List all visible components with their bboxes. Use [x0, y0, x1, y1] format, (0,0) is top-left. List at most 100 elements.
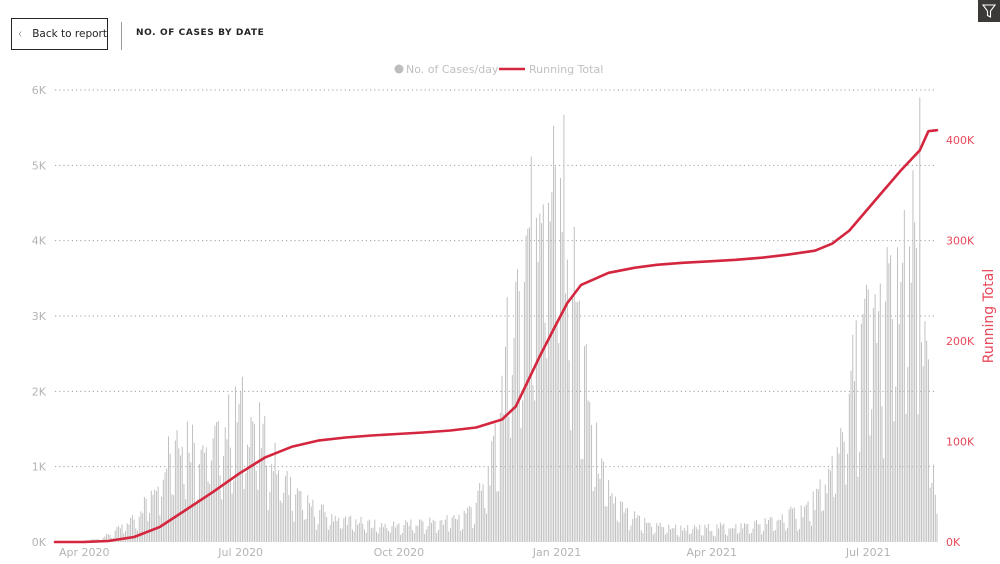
bar: [934, 494, 936, 542]
bar: [759, 524, 761, 542]
bar: [228, 394, 230, 542]
bar: [917, 414, 919, 542]
bar: [615, 496, 616, 542]
bar: [742, 528, 744, 542]
bar: [874, 294, 876, 542]
bar: [494, 423, 496, 542]
bar: [907, 367, 909, 542]
bar: [121, 524, 123, 542]
bar: [295, 494, 297, 542]
bar: [468, 506, 470, 542]
bar: [578, 300, 580, 542]
bar: [752, 528, 754, 542]
bar: [300, 491, 302, 542]
bar: [816, 488, 818, 542]
bar: [589, 402, 591, 542]
bar: [692, 529, 694, 542]
bar: [150, 490, 152, 542]
bar: [537, 262, 539, 542]
bar: [336, 520, 338, 542]
bar: [496, 491, 498, 542]
bar: [451, 517, 453, 542]
bar: [331, 514, 333, 542]
bar: [687, 525, 689, 542]
bar: [305, 519, 307, 542]
bar: [676, 534, 678, 542]
bar: [360, 516, 362, 542]
bar: [152, 494, 154, 542]
bar: [365, 532, 367, 542]
bar: [180, 455, 181, 542]
bar: [850, 370, 852, 542]
back-to-report-button[interactable]: Back to report: [11, 18, 108, 50]
bar: [125, 531, 126, 542]
grid-lines: [55, 89, 937, 468]
bar: [377, 533, 379, 542]
bar: [465, 513, 467, 542]
bar: [675, 524, 677, 542]
bar: [635, 517, 637, 542]
bar: [345, 516, 347, 542]
bar: [647, 522, 649, 542]
bar: [260, 448, 262, 542]
bar: [769, 516, 771, 542]
bar: [155, 491, 157, 542]
bar: [682, 530, 684, 542]
bar: [267, 509, 269, 542]
bar: [221, 499, 223, 542]
bar: [405, 520, 407, 542]
bar: [883, 458, 885, 542]
bar: [210, 460, 212, 542]
bar: [541, 223, 543, 542]
bar: [561, 232, 563, 542]
bar: [425, 529, 427, 542]
bar: [750, 532, 752, 542]
bar: [202, 445, 204, 542]
bar: [862, 314, 864, 542]
bar: [594, 486, 596, 542]
bar: [396, 524, 398, 542]
bar: [376, 531, 377, 542]
bar: [608, 479, 610, 542]
bar: [601, 458, 603, 542]
bar: [453, 514, 455, 542]
bar: [604, 506, 606, 542]
bar: [491, 441, 493, 542]
bar: [900, 281, 902, 542]
bar: [792, 508, 794, 542]
bar: [718, 528, 720, 542]
bar: [486, 513, 488, 542]
bar: [568, 360, 570, 542]
bar: [308, 503, 310, 542]
bar: [716, 524, 718, 542]
bar: [821, 511, 823, 542]
filter-icon: [981, 4, 997, 18]
bar: [606, 506, 608, 542]
x-tick-label: Oct 2020: [374, 546, 425, 559]
bar: [422, 521, 424, 542]
bar: [824, 484, 826, 542]
bar: [840, 428, 842, 542]
bar: [511, 375, 513, 542]
bar: [535, 217, 537, 542]
bar: [247, 444, 249, 542]
bar: [284, 476, 286, 542]
bar: [685, 530, 687, 542]
bar: [743, 523, 745, 542]
filter-button[interactable]: [978, 0, 1000, 22]
bar: [286, 471, 288, 542]
bar: [181, 446, 183, 542]
bar: [226, 439, 228, 542]
bar: [773, 531, 775, 542]
bar: [654, 532, 656, 542]
bar: [527, 228, 529, 542]
bar: [274, 442, 276, 542]
bar: [245, 473, 247, 542]
bar: [523, 282, 525, 542]
bar: [133, 519, 135, 542]
bar: [659, 522, 661, 542]
bar: [902, 262, 904, 542]
bar: [933, 464, 935, 542]
bar: [460, 530, 462, 542]
bar: [166, 468, 168, 542]
